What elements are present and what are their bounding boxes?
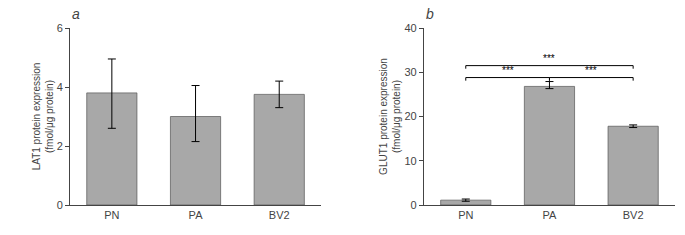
svg-text:b: b (426, 6, 434, 22)
svg-text:4: 4 (57, 81, 63, 93)
svg-text:a: a (72, 6, 80, 22)
svg-text:2: 2 (57, 140, 63, 152)
svg-text:0: 0 (57, 199, 63, 211)
svg-text:LAT1 protein expression(fmol/μ: LAT1 protein expression(fmol/μg protein) (31, 63, 55, 171)
svg-text:BV2: BV2 (269, 209, 290, 221)
svg-text:6: 6 (57, 22, 63, 34)
svg-text:***: *** (502, 65, 514, 76)
svg-text:GLUT1 protein expression(fmol/: GLUT1 protein expression(fmol/μg protein… (378, 58, 402, 175)
svg-text:40: 40 (404, 22, 416, 34)
svg-text:30: 30 (404, 66, 416, 78)
svg-text:10: 10 (404, 155, 416, 167)
svg-text:PA: PA (543, 209, 558, 221)
svg-text:PN: PN (458, 209, 473, 221)
svg-text:0: 0 (411, 199, 417, 211)
svg-text:PA: PA (189, 209, 204, 221)
svg-text:20: 20 (404, 110, 416, 122)
svg-text:***: *** (585, 65, 597, 76)
svg-text:***: *** (543, 53, 555, 64)
svg-text:BV2: BV2 (623, 209, 644, 221)
svg-text:PN: PN (104, 209, 119, 221)
